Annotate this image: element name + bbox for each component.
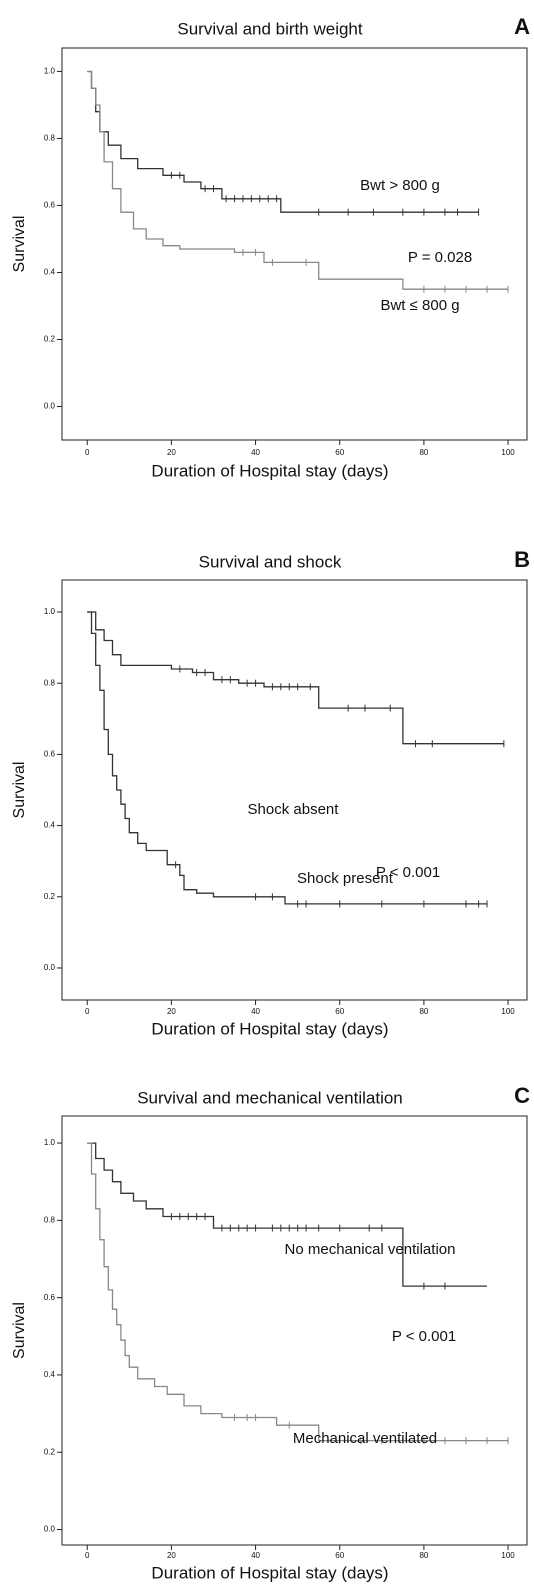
annotation: Bwt ≤ 800 g bbox=[380, 297, 459, 314]
annotation: Shock absent bbox=[248, 801, 340, 818]
x-tick-label: 80 bbox=[419, 448, 428, 457]
y-axis-label: Survival bbox=[11, 1302, 28, 1359]
x-axis-label: Duration of Hospital stay (days) bbox=[151, 461, 388, 480]
x-tick-label: 0 bbox=[85, 1007, 90, 1016]
y-tick-label: 0.0 bbox=[44, 963, 56, 972]
x-tick-label: 20 bbox=[167, 448, 176, 457]
y-tick-label: 0.0 bbox=[44, 402, 56, 411]
survival-curve bbox=[87, 70, 479, 213]
y-tick-label: 0.2 bbox=[44, 892, 56, 901]
plot-frame bbox=[61, 47, 528, 441]
x-tick-label: 60 bbox=[335, 1007, 344, 1016]
x-tick-label: 20 bbox=[167, 1007, 176, 1016]
y-axis-label: Survival bbox=[11, 762, 28, 819]
x-tick-label: 100 bbox=[501, 1551, 515, 1560]
x-tick-label: 80 bbox=[419, 1551, 428, 1560]
chart-title: Survival and shock bbox=[199, 552, 342, 571]
panel-label: B bbox=[514, 547, 530, 572]
panel-label: C bbox=[514, 1083, 530, 1108]
y-tick-label: 0.2 bbox=[44, 335, 56, 344]
x-tick-label: 60 bbox=[335, 448, 344, 457]
x-tick-label: 0 bbox=[85, 448, 90, 457]
y-tick-label: 0.6 bbox=[44, 1293, 56, 1302]
y-tick-label: 1.0 bbox=[44, 607, 56, 616]
survival-curve bbox=[87, 1142, 487, 1287]
y-tick-label: 0.4 bbox=[44, 1370, 56, 1379]
y-tick-label: 0.6 bbox=[44, 750, 56, 759]
annotation: P < 0.001 bbox=[392, 1328, 456, 1345]
annotation: P < 0.001 bbox=[376, 864, 440, 881]
x-tick-label: 40 bbox=[251, 448, 260, 457]
annotation: Mechanical ventilated bbox=[293, 1430, 437, 1447]
annotation: Bwt > 800 g bbox=[360, 177, 440, 194]
plot-frame bbox=[61, 579, 528, 1001]
annotation: Shock present bbox=[297, 870, 394, 887]
x-tick-label: 100 bbox=[501, 448, 515, 457]
chart-title: Survival and mechanical ventilation bbox=[137, 1088, 403, 1107]
x-axis-label: Duration of Hospital stay (days) bbox=[151, 1563, 388, 1582]
chart-title: Survival and birth weight bbox=[177, 19, 362, 38]
x-tick-label: 0 bbox=[85, 1551, 90, 1560]
y-tick-label: 0.8 bbox=[44, 134, 56, 143]
y-tick-label: 0.2 bbox=[44, 1447, 56, 1456]
y-tick-label: 0.0 bbox=[44, 1525, 56, 1534]
y-tick-label: 1.0 bbox=[44, 1138, 56, 1147]
survival-curve bbox=[87, 611, 487, 905]
y-tick-label: 0.8 bbox=[44, 1215, 56, 1224]
y-tick-label: 0.8 bbox=[44, 678, 56, 687]
x-axis-label: Duration of Hospital stay (days) bbox=[151, 1019, 388, 1038]
x-tick-label: 20 bbox=[167, 1551, 176, 1560]
panel-label: A bbox=[514, 14, 530, 39]
x-tick-label: 40 bbox=[251, 1551, 260, 1560]
survival-curve bbox=[87, 611, 504, 745]
x-tick-label: 80 bbox=[419, 1007, 428, 1016]
y-tick-label: 0.4 bbox=[44, 268, 56, 277]
x-tick-label: 40 bbox=[251, 1007, 260, 1016]
x-tick-label: 100 bbox=[501, 1007, 515, 1016]
plot-frame bbox=[61, 1115, 528, 1546]
y-tick-label: 1.0 bbox=[44, 67, 56, 76]
annotation: P = 0.028 bbox=[408, 249, 472, 266]
y-tick-label: 0.4 bbox=[44, 821, 56, 830]
annotation: No mechanical ventilation bbox=[285, 1241, 456, 1258]
survival-curve bbox=[87, 1142, 509, 1442]
y-axis-label: Survival bbox=[11, 216, 28, 273]
y-tick-label: 0.6 bbox=[44, 201, 56, 210]
x-tick-label: 60 bbox=[335, 1551, 344, 1560]
survival-curve bbox=[87, 70, 509, 290]
